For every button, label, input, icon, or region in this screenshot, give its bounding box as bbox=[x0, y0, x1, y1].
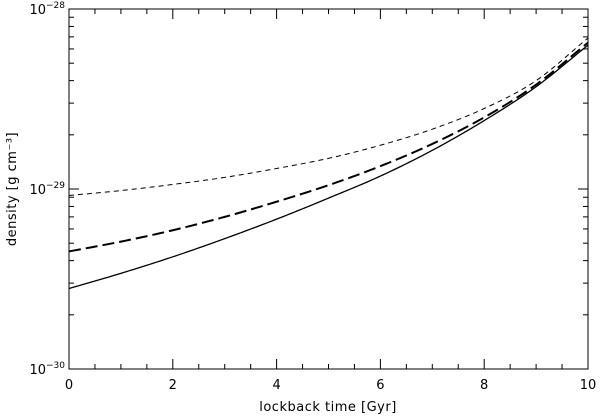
y-tick-label: 10−29 bbox=[29, 181, 65, 198]
x-tick-label: 2 bbox=[169, 378, 177, 393]
x-tick-label: 0 bbox=[65, 378, 73, 393]
y-axis-title: density [g cm⁻³] bbox=[5, 132, 20, 246]
plot-frame bbox=[68, 8, 589, 370]
x-tick-label: 8 bbox=[480, 378, 488, 393]
series-layer bbox=[68, 37, 589, 290]
axis-ticks bbox=[68, 8, 589, 370]
x-tick-label: 10 bbox=[580, 378, 597, 393]
tick-labels: 0 2 4 6 8 10 10−30 10−29 10−28 bbox=[29, 1, 596, 393]
series-line-solid bbox=[68, 44, 589, 290]
x-axis-title: lockback time [Gyr] bbox=[259, 400, 397, 415]
series-line-long-dash bbox=[68, 41, 589, 253]
series-line-short-dash bbox=[68, 37, 589, 197]
y-tick-label: 10−30 bbox=[29, 361, 65, 378]
x-tick-label: 4 bbox=[272, 378, 280, 393]
y-tick-label: 10−28 bbox=[29, 1, 65, 18]
x-tick-label: 6 bbox=[376, 378, 384, 393]
